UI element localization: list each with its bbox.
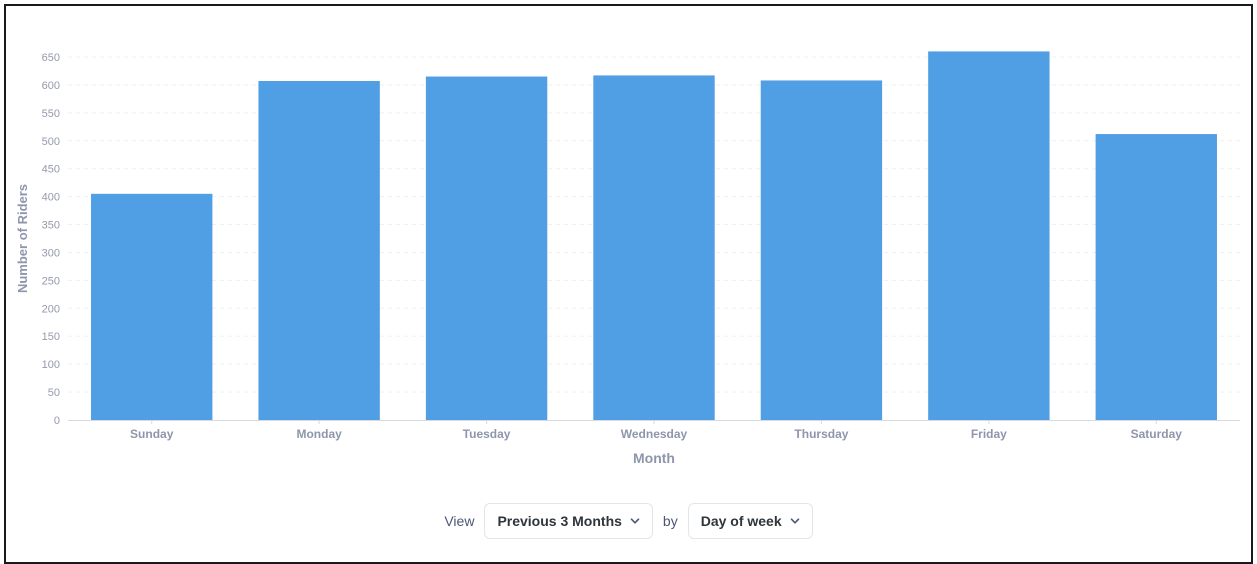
bar xyxy=(425,76,548,421)
y-tick-label: 100 xyxy=(42,359,60,371)
x-tick-label: Friday xyxy=(971,427,1007,441)
bar xyxy=(593,75,715,420)
chart-controls: View Previous 3 Months by Day of week xyxy=(0,502,1257,540)
bar xyxy=(258,81,380,420)
y-tick-label: 200 xyxy=(42,303,60,315)
grouping-value: Day of week xyxy=(700,513,782,529)
x-tick-label: Wednesday xyxy=(621,427,688,441)
x-axis-ticks: Sunday Monday Tuesday Wednesday Thursday Frid… xyxy=(130,420,1182,441)
by-label: by xyxy=(662,513,678,529)
chevron-down-icon xyxy=(790,518,799,524)
y-tick-label: 0 xyxy=(54,415,60,427)
y-tick-label: 650 xyxy=(42,52,60,64)
x-tick-label: Tuesday xyxy=(463,427,511,441)
bar xyxy=(760,80,883,420)
bar xyxy=(1095,134,1217,420)
bar xyxy=(91,193,213,420)
y-tick-label: 150 xyxy=(42,331,60,343)
bar xyxy=(928,51,1050,421)
x-tick-label: Saturday xyxy=(1131,427,1183,441)
y-tick-label: 250 xyxy=(42,275,60,287)
y-tick-label: 50 xyxy=(48,387,60,399)
y-tick-label: 300 xyxy=(42,247,60,259)
y-tick-label: 500 xyxy=(42,136,60,148)
y-axis-ticks: 0 50 100 150 200 250 300 350 400 450 500 550 600 650 xyxy=(42,52,60,427)
x-tick-label: Sunday xyxy=(130,427,174,441)
period-value: Previous 3 Months xyxy=(497,513,622,529)
y-tick-label: 550 xyxy=(42,108,60,120)
period-dropdown[interactable]: Previous 3 Months xyxy=(484,503,653,539)
x-tick-label: Monday xyxy=(296,427,342,441)
y-tick-label: 450 xyxy=(42,164,60,176)
bars xyxy=(91,51,1217,421)
chevron-down-icon xyxy=(630,518,640,524)
top-strip xyxy=(0,0,1257,4)
view-label: View xyxy=(444,513,475,529)
y-tick-label: 400 xyxy=(42,192,60,204)
bar-chart: 050100150200250300350400450500550600650 … xyxy=(15,51,1240,466)
y-tick-label: 350 xyxy=(42,220,60,232)
y-tick-label: 600 xyxy=(42,80,60,92)
y-axis-label: Number of Riders xyxy=(15,184,30,293)
x-axis-label: Month xyxy=(633,450,675,466)
x-tick-label: Thursday xyxy=(794,427,848,441)
grouping-dropdown[interactable]: Day of week xyxy=(687,503,813,539)
